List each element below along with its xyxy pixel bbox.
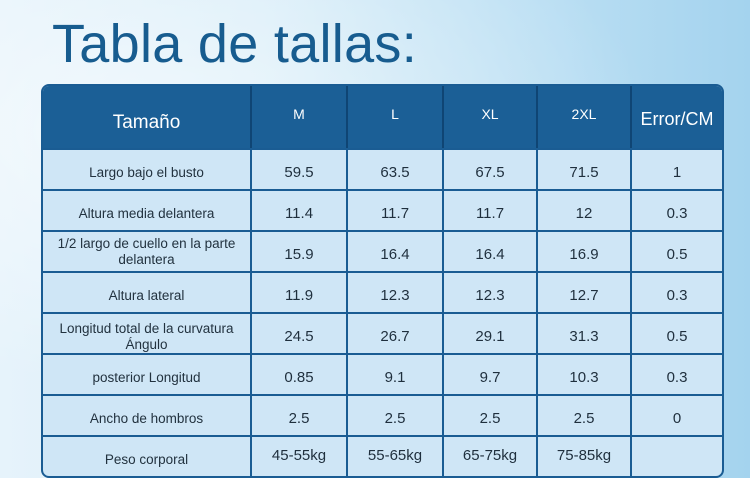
row-label: Longitud total de la curvatura Ángulo [43,312,250,353]
row-label: Altura media delantera [43,189,250,230]
table-row: Longitud total de la curvatura Ángulo 24… [43,312,722,353]
table-cell: 29.1 [442,312,536,353]
table-row: Altura media delantera 11.4 11.7 11.7 12… [43,189,722,230]
table-cell: 11.4 [250,189,346,230]
table-cell: 11.7 [442,189,536,230]
table-cell: 2.5 [442,394,536,435]
table-cell: 11.9 [250,271,346,312]
table-cell: 15.9 [250,230,346,271]
page-title: Tabla de tallas: [52,14,418,74]
table-cell: 11.7 [346,189,442,230]
header-size-label: Tamaño [43,86,250,148]
table-cell: 1 [630,148,722,189]
table-cell: 31.3 [536,312,630,353]
table-cell: 59.5 [250,148,346,189]
table-cell: 16.4 [346,230,442,271]
table-cell: 0.5 [630,230,722,271]
table-cell: 2.5 [536,394,630,435]
table-cell: 55-65kg [346,435,442,476]
row-label: Peso corporal [43,435,250,476]
table-cell: 0.3 [630,189,722,230]
table-row: 1/2 largo de cuello en la parte delanter… [43,230,722,271]
table-row: Altura lateral 11.9 12.3 12.3 12.7 0.3 [43,271,722,312]
table-cell: 0.85 [250,353,346,394]
header-row: Tamaño M L XL 2XL Error/CM [43,86,722,148]
table-row: Peso corporal 45-55kg 55-65kg 65-75kg 75… [43,435,722,476]
header-size-xl: XL [442,86,536,148]
table-cell: 26.7 [346,312,442,353]
table-cell: 71.5 [536,148,630,189]
table-cell: 67.5 [442,148,536,189]
row-label: Altura lateral [43,271,250,312]
header-error-cm: Error/CM [630,86,722,148]
table-cell [630,435,722,476]
table-cell: 12.3 [346,271,442,312]
table-cell: 12.7 [536,271,630,312]
header-size-2xl: 2XL [536,86,630,148]
table-cell: 9.1 [346,353,442,394]
header-size-l: L [346,86,442,148]
table-row: Largo bajo el busto 59.5 63.5 67.5 71.5 … [43,148,722,189]
table-cell: 24.5 [250,312,346,353]
table-row: Ancho de hombros 2.5 2.5 2.5 2.5 0 [43,394,722,435]
table-cell: 0.3 [630,353,722,394]
table-cell: 9.7 [442,353,536,394]
table-cell: 16.9 [536,230,630,271]
table-cell: 2.5 [346,394,442,435]
table-row: posterior Longitud 0.85 9.1 9.7 10.3 0.3 [43,353,722,394]
header-size-m: M [250,86,346,148]
table-cell: 2.5 [250,394,346,435]
row-label: 1/2 largo de cuello en la parte delanter… [43,230,250,271]
table-cell: 75-85kg [536,435,630,476]
table-cell: 12.3 [442,271,536,312]
table-cell: 45-55kg [250,435,346,476]
row-label: Largo bajo el busto [43,148,250,189]
table-cell: 0 [630,394,722,435]
table-cell: 63.5 [346,148,442,189]
size-chart-table: Tamaño M L XL 2XL Error/CM Largo bajo el… [41,84,724,478]
table-cell: 0.5 [630,312,722,353]
table-cell: 12 [536,189,630,230]
table-cell: 65-75kg [442,435,536,476]
table-cell: 16.4 [442,230,536,271]
row-label: posterior Longitud [43,353,250,394]
row-label: Ancho de hombros [43,394,250,435]
table-cell: 0.3 [630,271,722,312]
table-cell: 10.3 [536,353,630,394]
